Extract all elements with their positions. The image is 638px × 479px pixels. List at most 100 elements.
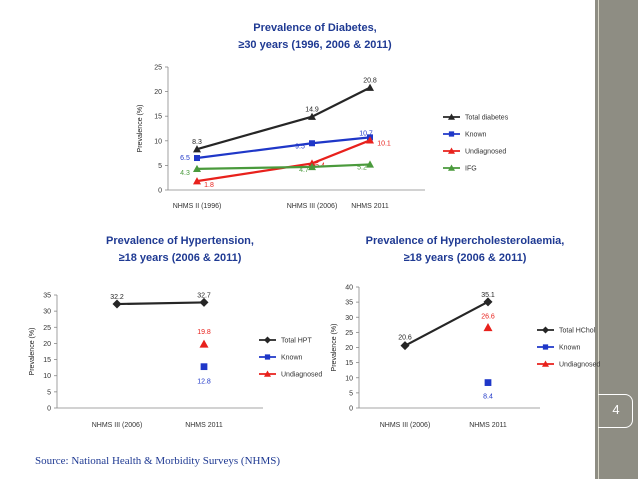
hypertension-y-tick-label: 10 bbox=[43, 373, 51, 380]
hypercholesterolaemia-title-line2: ≥18 years (2006 & 2011) bbox=[403, 252, 527, 264]
hypercholesterolaemia-title-line1: Prevalence of Hypercholesterolaemia, bbox=[365, 235, 565, 247]
diabetes-y-tick-label: 0 bbox=[158, 188, 162, 195]
diabetes-data-label: 10.1 bbox=[377, 140, 391, 147]
hypertension-y-tick-label: 35 bbox=[43, 293, 51, 300]
diabetes-data-point bbox=[193, 177, 201, 185]
hypertension-data-point bbox=[199, 339, 209, 348]
hypercholesterolaemia-legend-label: Total HChol bbox=[559, 328, 596, 335]
hypercholesterolaemia-data-label: 20.6 bbox=[398, 335, 412, 342]
hypertension-data-label: 32.2 bbox=[110, 294, 124, 301]
hypercholesterolaemia-data-point bbox=[400, 341, 410, 351]
hypertension-legend-label: Undiagnosed bbox=[281, 372, 322, 379]
diabetes-legend-label: IFG bbox=[465, 166, 477, 173]
hypercholesterolaemia-data-point bbox=[483, 297, 493, 307]
diabetes-data-label: 10.7 bbox=[359, 130, 373, 137]
diabetes-legend-label: Known bbox=[465, 132, 487, 139]
diabetes-data-label: 4.7 bbox=[299, 167, 309, 174]
hypertension-x-tick-label: NHMS 2011 bbox=[185, 422, 223, 429]
hypercholesterolaemia-data-label: 35.1 bbox=[481, 292, 495, 299]
diabetes-y-tick-label: 25 bbox=[154, 65, 162, 72]
hypertension-data-label: 32.7 bbox=[197, 292, 211, 299]
diabetes-legend-swatch-marker bbox=[448, 131, 455, 137]
diabetes-legend-swatch-marker bbox=[448, 147, 455, 154]
diabetes-data-point bbox=[193, 164, 201, 173]
diabetes-data-point bbox=[193, 145, 201, 153]
hypertension-title-line2: ≥18 years (2006 & 2011) bbox=[118, 252, 242, 264]
hypertension-data-point bbox=[112, 299, 122, 309]
hypertension-y-tick-label: 15 bbox=[43, 357, 51, 364]
hypertension-legend-swatch-marker bbox=[264, 336, 271, 344]
hypercholesterolaemia-legend-label: Known bbox=[559, 345, 581, 352]
diabetes-series-line-known bbox=[196, 136, 371, 160]
hypertension-data-label: 12.8 bbox=[197, 379, 211, 386]
diabetes-title-line2: ≥30 years (1996, 2006 & 2011) bbox=[238, 39, 392, 51]
diabetes-data-point bbox=[366, 136, 374, 144]
hypercholesterolaemia-y-axis-label: Prevalence (%) bbox=[331, 324, 338, 372]
hypertension-legend-label: Total HPT bbox=[281, 338, 312, 345]
hypercholesterolaemia-legend-swatch-marker bbox=[542, 344, 549, 350]
diabetes-y-tick-label: 15 bbox=[154, 114, 162, 121]
diabetes-data-point bbox=[366, 160, 374, 168]
source-note: Source: National Health & Morbidity Surv… bbox=[35, 455, 281, 467]
hypercholesterolaemia-y-tick-label: 10 bbox=[345, 375, 353, 382]
hypercholesterolaemia-data-point bbox=[484, 379, 492, 386]
hypertension-y-axis-label: Prevalence (%) bbox=[29, 328, 36, 376]
diabetes-data-point bbox=[309, 140, 315, 147]
hypercholesterolaemia-legend-swatch-marker bbox=[542, 326, 549, 334]
hypercholesterolaemia-data-point bbox=[483, 323, 493, 332]
hypertension-y-tick-label: 0 bbox=[47, 406, 51, 413]
diabetes-y-axis-label: Prevalence (%) bbox=[137, 105, 144, 153]
diabetes-legend-swatch-marker bbox=[448, 113, 455, 120]
diabetes-legend-label: Undiagnosed bbox=[465, 149, 506, 156]
hypercholesterolaemia-legend-swatch-marker bbox=[542, 360, 549, 367]
sidebar-divider bbox=[598, 0, 599, 479]
hypertension-data-point bbox=[199, 297, 209, 307]
hypertension-y-tick-label: 5 bbox=[47, 389, 51, 396]
page-number: 4 bbox=[612, 402, 620, 417]
diabetes-data-label: 1.8 bbox=[204, 182, 214, 189]
diabetes-data-label: 20.8 bbox=[363, 78, 377, 85]
diabetes-data-label: 5.2 bbox=[357, 164, 367, 171]
hypertension-y-tick-label: 20 bbox=[43, 341, 51, 348]
page-number-frame bbox=[598, 394, 633, 428]
diabetes-x-tick-label: NHMS II (1996) bbox=[173, 203, 222, 210]
hypercholesterolaemia-y-tick-label: 5 bbox=[349, 390, 353, 397]
diabetes-data-label: 14.9 bbox=[305, 107, 319, 114]
hypercholesterolaemia-x-tick-label: NHMS III (2006) bbox=[380, 422, 431, 429]
diabetes-legend-label: Total diabetes bbox=[465, 115, 509, 122]
hypertension-x-tick-label: NHMS III (2006) bbox=[92, 422, 143, 429]
diabetes-title-line1: Prevalence of Diabetes, bbox=[253, 22, 377, 34]
hypercholesterolaemia-y-tick-label: 0 bbox=[349, 406, 353, 413]
diabetes-data-point bbox=[366, 83, 374, 91]
hypercholesterolaemia-title: Prevalence of Hypercholesterolaemia, ≥18… bbox=[340, 233, 590, 267]
hypertension-legend-swatch-marker bbox=[264, 354, 271, 360]
diabetes-data-point bbox=[308, 162, 316, 171]
hypertension-title-line1: Prevalence of Hypertension, bbox=[106, 235, 254, 247]
diabetes-y-tick-label: 20 bbox=[154, 89, 162, 96]
hypercholesterolaemia-legend-label: Undiagnosed bbox=[559, 362, 600, 369]
diabetes-data-label: 6.5 bbox=[180, 155, 190, 162]
hypercholesterolaemia-y-tick-label: 25 bbox=[345, 330, 353, 337]
hypercholesterolaemia-y-tick-label: 15 bbox=[345, 360, 353, 367]
diabetes-data-point bbox=[308, 112, 316, 120]
hypercholesterolaemia-y-tick-label: 30 bbox=[345, 315, 353, 322]
hypertension-legend-label: Known bbox=[281, 355, 303, 362]
hypercholesterolaemia-series-line-total-hchol bbox=[404, 300, 489, 347]
hypercholesterolaemia-y-tick-label: 40 bbox=[345, 285, 353, 292]
diabetes-data-point bbox=[194, 155, 200, 162]
diabetes-data-label: 9.5 bbox=[295, 143, 305, 150]
hypertension-legend-swatch-marker bbox=[264, 370, 271, 377]
diabetes-y-tick-label: 10 bbox=[154, 138, 162, 145]
hypercholesterolaemia-data-label: 8.4 bbox=[483, 394, 493, 401]
diabetes-title: Prevalence of Diabetes, ≥30 years (1996,… bbox=[200, 20, 430, 54]
hypertension-y-tick-label: 25 bbox=[43, 325, 51, 332]
hypertension-title: Prevalence of Hypertension, ≥18 years (2… bbox=[60, 233, 300, 267]
diabetes-data-label: 4.3 bbox=[180, 170, 190, 177]
hypertension-y-tick-label: 30 bbox=[43, 309, 51, 316]
diabetes-x-tick-label: NHMS III (2006) bbox=[287, 203, 338, 210]
diabetes-series-line-ifg bbox=[196, 163, 371, 170]
hypercholesterolaemia-y-tick-label: 20 bbox=[345, 345, 353, 352]
hypercholesterolaemia-y-tick-label: 35 bbox=[345, 300, 353, 307]
diabetes-x-tick-label: NHMS 2011 bbox=[351, 203, 389, 210]
